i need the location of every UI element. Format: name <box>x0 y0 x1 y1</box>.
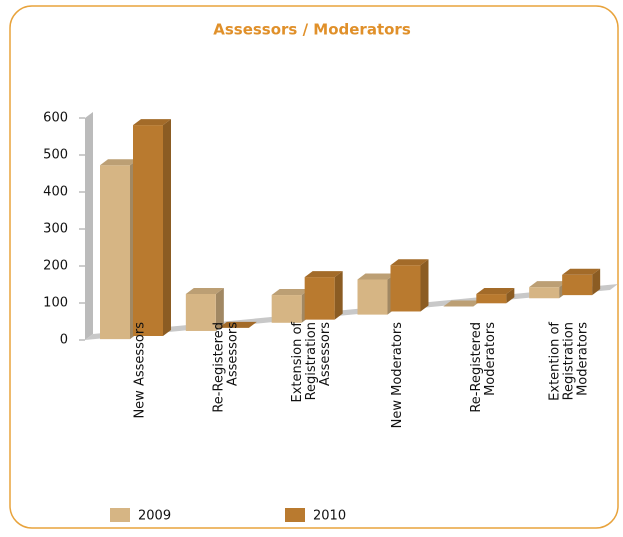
x-tick-label: New Moderators <box>390 322 405 429</box>
y-tick-label: 500 <box>43 148 68 163</box>
bar <box>271 289 310 323</box>
y-axis <box>85 112 93 340</box>
x-tick-label: Re-Registered <box>211 322 226 413</box>
x-tick-label: New Assessors <box>133 322 148 419</box>
x-tick-label: Moderators <box>576 322 591 396</box>
y-tick-label: 600 <box>43 111 68 126</box>
x-tick-label: Extention of <box>548 322 563 401</box>
bar-top <box>271 289 310 296</box>
x-tick-label: Assessors <box>225 322 240 386</box>
bar-top <box>304 271 343 278</box>
bar-top <box>218 321 257 328</box>
x-tick-label: Assessors <box>318 322 333 386</box>
bar <box>357 273 396 315</box>
x-tick-label: Extension of <box>290 322 305 403</box>
bar-front <box>562 274 593 296</box>
bar-side <box>215 287 224 331</box>
bar-front <box>133 125 163 336</box>
bar-front <box>271 295 302 323</box>
y-tick-label: 100 <box>43 296 68 311</box>
bar <box>185 287 224 331</box>
bar-top <box>100 159 138 166</box>
bar-side <box>334 271 343 320</box>
bar-side <box>592 268 601 296</box>
bar <box>133 119 171 336</box>
bar <box>562 268 601 296</box>
bar-front <box>185 293 216 331</box>
x-tick-label: Re-Registered <box>469 322 484 413</box>
bar-front <box>529 287 560 299</box>
bar <box>476 288 515 304</box>
legend-label: 2010 <box>313 509 346 524</box>
y-tick-label: 0 <box>60 333 68 348</box>
bar-front <box>390 265 421 312</box>
bar-top <box>185 287 224 294</box>
bar-top <box>390 259 429 266</box>
bar-front <box>100 165 130 340</box>
x-tick-label: Registration <box>304 322 319 400</box>
legend-label: 2009 <box>138 509 171 524</box>
bar <box>390 259 429 312</box>
chart-title: Assessors / Moderators <box>213 21 411 39</box>
bar-top <box>357 273 396 280</box>
x-tick-label: Registration <box>562 322 577 400</box>
bar-top <box>443 300 482 307</box>
bar-top <box>133 119 171 126</box>
y-tick-label: 200 <box>43 259 68 274</box>
bar-front <box>476 294 507 304</box>
bar <box>218 321 257 328</box>
legend-swatch <box>110 508 130 522</box>
bar <box>529 281 568 299</box>
bar-side <box>506 288 515 304</box>
bar-front <box>357 279 388 315</box>
bar-top <box>529 281 568 288</box>
bar <box>100 159 138 340</box>
bar-top <box>562 268 601 275</box>
bar <box>304 271 343 320</box>
x-tick-label: Moderators <box>483 322 498 396</box>
bar-side <box>163 119 171 336</box>
y-tick-label: 400 <box>43 185 68 200</box>
bar <box>443 300 482 307</box>
bar-top <box>476 288 515 295</box>
y-tick-label: 300 <box>43 222 68 237</box>
legend-swatch <box>285 508 305 522</box>
bar-side <box>420 259 429 312</box>
bar-front <box>304 277 335 320</box>
